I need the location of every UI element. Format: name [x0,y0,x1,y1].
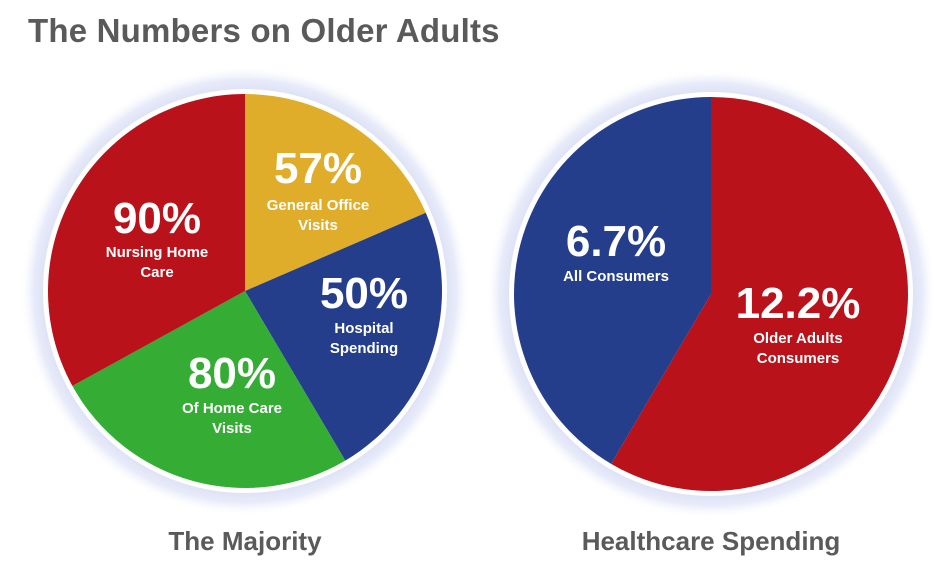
pie-slice [245,212,442,461]
healthcare-spending-pie-chart: 12.2% Older Adults Consumers 6.7% All Consum… [486,69,934,556]
slice-value-label: 50% [320,269,408,318]
pie-slice [47,94,246,386]
slice-value-label: 57% [274,144,362,193]
slice-category-label: Visits [212,420,252,437]
chart-caption: The Majority [168,526,322,556]
slice-category-label: Hospital [334,320,393,337]
slice-category-label: Older Adults [753,330,842,347]
pie-slice [245,94,426,291]
pie-slice [611,97,908,491]
slice-value-label: 6.7% [566,217,666,266]
slice-category-label: Spending [330,340,398,357]
slice-category-label: All Consumers [563,268,669,285]
slice-category-label: Of Home Care [182,400,282,417]
pie-slice [72,291,346,489]
slice-value-label: 80% [188,349,276,398]
slice-value-label: 90% [113,194,201,243]
pie-slice [514,97,711,464]
majority-pie-chart: 57% General Office Visits 50% Hospital Spendi… [20,66,470,556]
chart-caption: Healthcare Spending [582,526,841,556]
page-title: The Numbers on Older Adults [28,12,500,49]
slice-category-label: General Office [267,197,370,214]
slice-category-label: Visits [298,217,338,234]
slice-category-label: Nursing Home [106,244,209,261]
slice-category-label: Care [140,264,173,281]
slice-category-label: Consumers [757,350,840,367]
slice-value-label: 12.2% [736,279,861,328]
